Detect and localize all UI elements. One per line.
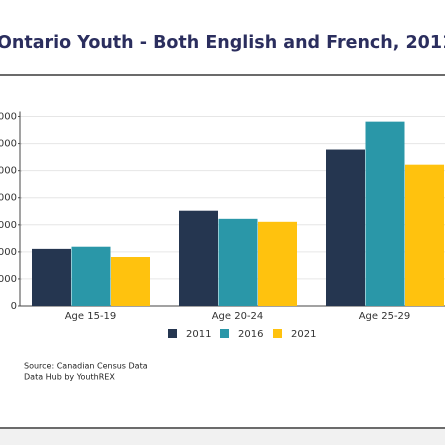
bar [111,257,150,306]
legend-label: 2016 [238,329,263,340]
y-tick-label: 60,000 [0,139,17,150]
x-tick-label: Age 15-19 [65,311,117,322]
legend-swatch [168,329,177,338]
bar [218,218,258,306]
y-tick-label: 70,000 [0,112,17,123]
legend-label: 2021 [291,329,316,340]
legend-swatch [220,329,229,338]
y-tick-label: 10,000 [0,274,17,285]
bar [71,246,111,306]
y-tick-label: 20,000 [0,247,17,258]
x-tick-label: Age 20-24 [212,311,264,322]
bar [365,121,405,306]
y-tick-label: 30,000 [0,220,17,231]
y-tick-label: 40,000 [0,193,17,204]
bar [258,221,297,306]
bar [405,164,444,306]
bar [32,248,71,306]
x-tick-label: Age 25-29 [359,311,411,322]
legend-label: 2011 [186,329,211,340]
bar [326,149,365,306]
y-tick-label: 0 [11,301,17,312]
chart-title: Ontario Youth - Both English and French,… [0,33,445,53]
source-line: Data Hub by YouthREX [24,373,115,382]
y-tick-label: 50,000 [0,166,17,177]
bar [179,210,218,306]
legend-swatch [273,329,282,338]
source-line: Source: Canadian Census Data [24,362,148,371]
footer-band [0,429,445,445]
